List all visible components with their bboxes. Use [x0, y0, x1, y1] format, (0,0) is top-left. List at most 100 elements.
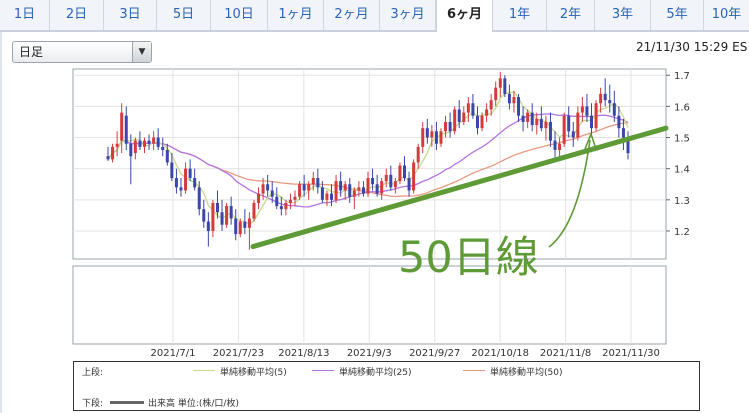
tab-3-years[interactable]: 3年 — [595, 0, 651, 30]
y-tick-label: 1.5 — [674, 134, 690, 145]
legend-volume-label: 出来高 単位:(株/口/枚) — [148, 399, 239, 409]
candle-body — [434, 131, 438, 144]
candle-body — [270, 190, 274, 197]
tab-2-days[interactable]: 2日 — [50, 0, 104, 30]
chart-panel — [0, 32, 749, 413]
chevron-down-icon[interactable]: ▼ — [132, 42, 151, 62]
x-tick-label: 2021/7/23 — [213, 348, 264, 359]
candle-body — [348, 184, 352, 197]
trendline-50-day — [250, 125, 669, 250]
candle-body — [526, 112, 530, 122]
candle-body — [202, 209, 206, 222]
candle-body — [334, 181, 338, 200]
candle-body — [494, 87, 498, 101]
candle-body — [220, 212, 224, 225]
candle-body — [124, 115, 128, 144]
candle-body — [380, 181, 384, 194]
candle-body — [617, 115, 621, 129]
y-tick-label: 1.3 — [674, 196, 690, 207]
candle-body — [453, 109, 457, 132]
legend-ma50-swatch — [463, 370, 485, 371]
candle-body — [439, 131, 443, 144]
candle-body — [352, 190, 356, 197]
period-select[interactable]: 日足 ▼ — [12, 41, 152, 63]
candle-body — [462, 112, 466, 122]
tab-3-months[interactable]: 3ヶ月 — [380, 0, 436, 30]
candle-body — [571, 131, 575, 138]
candle-body — [421, 128, 425, 147]
tab-3-days[interactable]: 3日 — [104, 0, 157, 30]
candle-body — [366, 178, 370, 194]
candle-body — [357, 187, 361, 191]
legend-ma50-label: 単純移動平均(50) — [490, 368, 563, 378]
candle-body — [444, 121, 448, 132]
candle-body — [311, 178, 315, 185]
tab-1-month[interactable]: 1ヶ月 — [268, 0, 324, 30]
candle-body — [503, 78, 507, 94]
candle-body — [398, 165, 402, 182]
tab-6-months[interactable]: 6ヶ月 — [436, 0, 493, 32]
annotation-arrow — [548, 139, 591, 248]
legend-ma25-label: 単純移動平均(25) — [339, 368, 412, 378]
candle-body — [275, 196, 279, 207]
chart-legend: 上段: 単純移動平均(5) 単純移動平均(25) 単純移動平均(50) 下段: … — [73, 361, 700, 411]
tab-5-years[interactable]: 5年 — [651, 0, 704, 30]
candle-body — [266, 184, 270, 191]
candle-body — [133, 140, 137, 154]
chart-annotation-text: 50日線 — [398, 233, 539, 283]
candle-body — [580, 106, 584, 113]
x-tick-label: 2021/9/27 — [409, 348, 460, 359]
candle-body — [539, 118, 543, 129]
y-tick-label: 1.7 — [674, 71, 690, 82]
legend-upper-label: 上段: — [82, 368, 104, 378]
candle-body — [115, 143, 119, 147]
tab-1-day[interactable]: 1日 — [0, 0, 50, 30]
legend-ma5-swatch — [193, 370, 215, 371]
candle-body — [156, 137, 160, 147]
last-update-timestamp: 21/11/30 15:29 ES — [636, 40, 748, 54]
candle-body — [507, 93, 511, 104]
candle-body — [416, 146, 420, 163]
candle-body — [466, 103, 470, 113]
candle-body — [298, 184, 302, 197]
candle-body — [402, 165, 406, 179]
candle-body — [147, 140, 151, 144]
legend-ma5-label: 単純移動平均(5) — [220, 368, 287, 378]
candle-body — [179, 187, 183, 191]
candle-body — [211, 202, 215, 231]
candle-body — [599, 93, 603, 104]
candle-body — [517, 97, 521, 116]
candle-body — [229, 206, 233, 219]
tab-1-year[interactable]: 1年 — [493, 0, 547, 30]
tab-5-days[interactable]: 5日 — [157, 0, 211, 30]
candle-body — [585, 106, 589, 116]
candle-body — [603, 93, 607, 101]
tab-10-days[interactable]: 10日 — [211, 0, 268, 30]
candle-body — [384, 174, 388, 182]
candle-body — [170, 162, 174, 179]
candle-body — [361, 187, 365, 194]
candle-body — [371, 178, 375, 185]
candle-body — [284, 202, 288, 210]
candle-body — [457, 109, 461, 122]
candle-body — [544, 121, 548, 129]
candle-body — [448, 121, 452, 132]
candle-body — [512, 97, 516, 104]
x-tick-label: 2021/9/3 — [347, 348, 392, 359]
candle-body — [307, 184, 311, 191]
candle-body — [521, 115, 525, 122]
candle-body — [412, 162, 416, 191]
candle-body — [621, 128, 625, 138]
candle-body — [553, 140, 557, 150]
period-tab-bar: 1日 2日 3日 5日 10日 1ヶ月 2ヶ月 3ヶ月 6ヶ月 1年 2年 3年… — [0, 0, 749, 32]
candle-body — [389, 174, 393, 188]
tab-2-years[interactable]: 2年 — [547, 0, 595, 30]
tab-10-years[interactable]: 10年 — [711, 7, 742, 22]
candle-body — [407, 178, 411, 191]
tab-2-months[interactable]: 2ヶ月 — [324, 0, 380, 30]
candle-body — [261, 184, 265, 194]
candle-body — [485, 109, 489, 116]
candle-body — [293, 196, 297, 200]
candle-body — [184, 168, 188, 191]
